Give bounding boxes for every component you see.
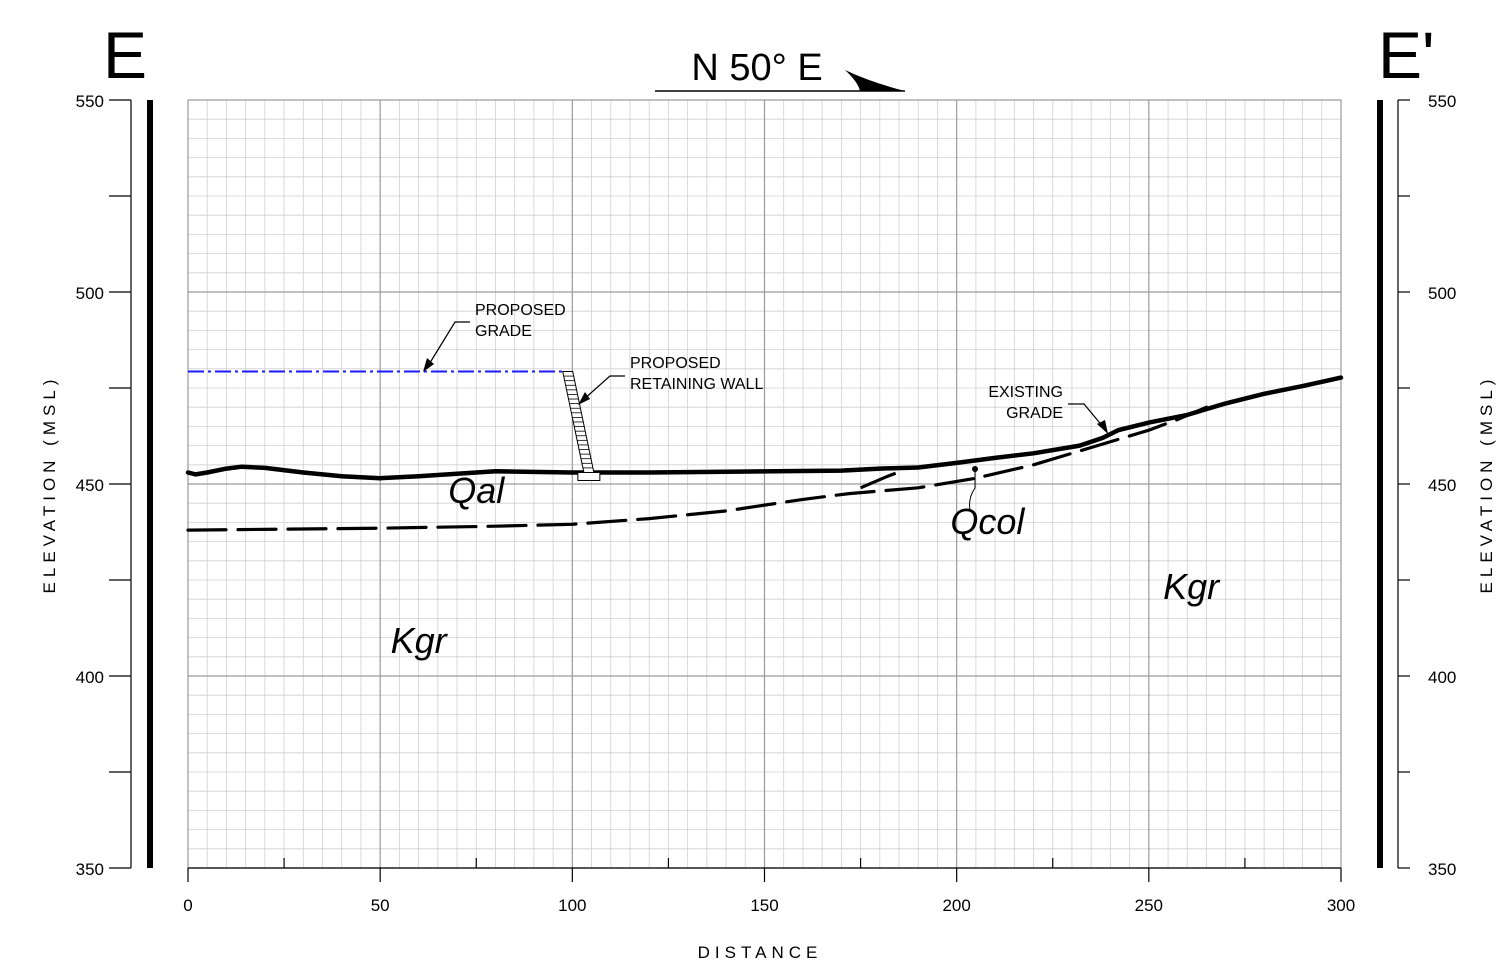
x-tick-label: 300 [1327,896,1355,915]
existing-grade-line [185,375,1344,481]
existing-grade-callout-text: GRADE [1006,405,1063,422]
y-tick-label-right: 450 [1428,476,1456,495]
y-tick-label-right: 500 [1428,284,1456,303]
x-tick-label: 50 [371,896,390,915]
existing-grade-leader [1068,403,1105,429]
section-start-label: E [103,18,147,92]
profiles [185,370,1344,532]
existing-grade-callout-text: EXISTING [988,384,1063,401]
y-axis-label-left: ELEVATION (MSL) [40,375,59,594]
kgr-contact-line [186,405,1209,532]
y-tick-label-right: 550 [1428,92,1456,111]
distance-axis: 0 50 100 150 200 250 300 [183,858,1355,915]
elevation-axis-right: 350 400 450 500 550 [1377,92,1456,879]
proposed-grade-callout-text: PROPOSED [475,302,566,319]
y-tick-label-left: 550 [76,92,104,111]
retaining-wall-arrowhead [578,392,590,405]
y-tick-label-right: 350 [1428,860,1456,879]
unit-label-qcol: Qcol [950,501,1025,542]
bearing-arrow [655,70,905,92]
callouts: PROPOSED GRADE PROPOSED RETAINING WALL EXIST… [423,302,1108,434]
y-tick-label-left: 450 [76,476,104,495]
y-tick-label-left: 400 [76,668,104,687]
retaining-wall-leader [582,375,625,401]
section-end-label: E' [1378,18,1435,92]
bearing-label: N 50° E [691,47,822,89]
proposed-grade-arrowhead [423,358,434,372]
y-tick-label-left: 350 [76,860,104,879]
existing-grade-arrowhead [1097,420,1108,434]
unit-label-qal: Qal [448,470,505,511]
y-axis-label-right: ELEVATION (MSL) [1477,375,1496,594]
retaining-wall [562,370,601,481]
qcol-leader [969,470,976,511]
y-tick-label-right: 400 [1428,668,1456,687]
x-tick-label: 150 [750,896,778,915]
proposed-grade-leader [427,321,470,367]
qcol-leader-dot [972,466,978,472]
geologic-units: Qal Qcol Kgr Kgr [391,466,1221,661]
retaining-wall-footing [577,471,601,481]
qcol-contact-line [859,469,904,490]
x-tick-label: 0 [183,896,192,915]
y-tick-label-left: 500 [76,284,104,303]
elevation-axis-left: 350 400 450 500 550 [76,92,153,879]
x-tick-label: 250 [1135,896,1163,915]
x-axis-label: DISTANCE [698,943,823,962]
x-tick-label: 100 [558,896,586,915]
proposed-grade-callout-text: GRADE [475,323,532,340]
retaining-wall-callout-text: PROPOSED [630,355,721,372]
x-tick-label: 200 [942,896,970,915]
retaining-wall-callout-text: RETAINING WALL [630,376,763,393]
unit-label-kgr-right: Kgr [1163,566,1221,607]
unit-label-kgr-left: Kgr [391,620,449,661]
